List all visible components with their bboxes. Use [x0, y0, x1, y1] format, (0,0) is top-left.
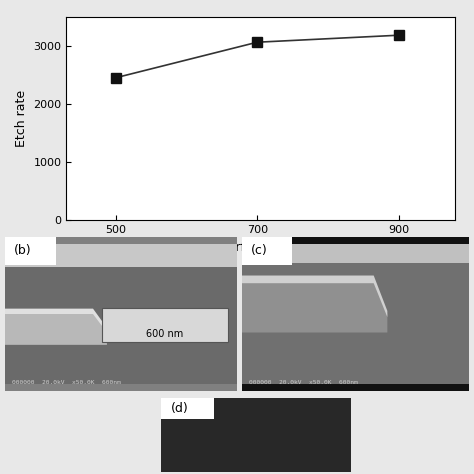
FancyBboxPatch shape: [242, 237, 292, 264]
Bar: [242, 263, 469, 384]
FancyBboxPatch shape: [5, 237, 56, 264]
FancyBboxPatch shape: [102, 308, 228, 342]
Bar: [5, 267, 237, 384]
Polygon shape: [5, 311, 107, 345]
Bar: [242, 244, 469, 263]
Text: 600 nm: 600 nm: [146, 329, 183, 339]
Y-axis label: Etch rate: Etch rate: [15, 90, 28, 147]
Text: 000000  20.0kV  x50.0K  600nm: 000000 20.0kV x50.0K 600nm: [248, 380, 357, 385]
Polygon shape: [242, 275, 387, 317]
Text: (c): (c): [251, 244, 268, 256]
Text: (d): (d): [171, 402, 188, 415]
Text: 000000  20.0kV  x50.0K  600nm: 000000 20.0kV x50.0K 600nm: [12, 380, 120, 385]
FancyBboxPatch shape: [161, 398, 214, 419]
Bar: [5, 244, 237, 267]
Polygon shape: [5, 309, 107, 333]
Text: (b): (b): [14, 244, 32, 256]
Polygon shape: [242, 280, 387, 333]
X-axis label: Coil rf power (W): Coil rf power (W): [208, 241, 314, 254]
